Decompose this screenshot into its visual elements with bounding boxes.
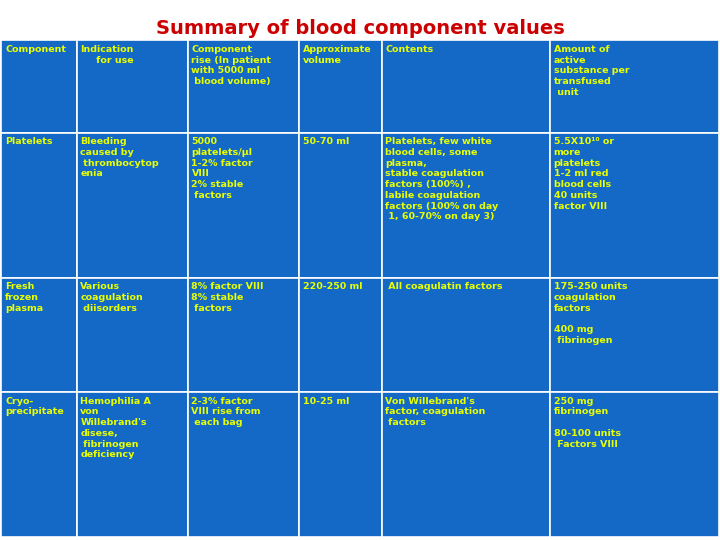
Bar <box>77 278 188 392</box>
Bar <box>188 392 299 537</box>
Bar <box>382 278 550 392</box>
Bar <box>188 278 299 392</box>
Text: 250 mg
fibrinogen

80-100 units
 Factors VIII: 250 mg fibrinogen 80-100 units Factors V… <box>554 396 621 449</box>
Text: Bleeding
caused by
 thrombocytop
enia: Bleeding caused by thrombocytop enia <box>81 137 159 178</box>
Text: Various
coagulation
 diisorders: Various coagulation diisorders <box>81 282 143 313</box>
Text: Approximate
volume: Approximate volume <box>302 45 372 65</box>
Text: Contents: Contents <box>385 45 433 54</box>
Text: Component: Component <box>5 45 66 54</box>
Text: 5.5X10¹⁰ or
more
platelets
1-2 ml red
blood cells
40 units
factor VIII: 5.5X10¹⁰ or more platelets 1-2 ml red bl… <box>554 137 613 211</box>
Text: 10-25 ml: 10-25 ml <box>302 396 349 406</box>
Bar <box>1 278 77 392</box>
Bar <box>299 278 382 392</box>
Text: Indication
     for use: Indication for use <box>81 45 134 65</box>
Text: 220-250 ml: 220-250 ml <box>302 282 362 291</box>
Bar <box>188 40 299 133</box>
Bar <box>382 133 550 278</box>
Bar <box>550 133 719 278</box>
Text: Component
rise (In patient
with 5000 ml
 blood volume): Component rise (In patient with 5000 ml … <box>192 45 271 86</box>
Text: 50-70 ml: 50-70 ml <box>302 137 349 146</box>
Bar <box>1 40 77 133</box>
Bar <box>299 40 382 133</box>
Text: Hemophilia A
von
Willebrand's
disese,
 fibrinogen
deficiency: Hemophilia A von Willebrand's disese, fi… <box>81 396 151 460</box>
Bar <box>77 133 188 278</box>
Bar <box>550 40 719 133</box>
Text: Fresh
frozen
plasma: Fresh frozen plasma <box>5 282 43 313</box>
Bar <box>1 133 77 278</box>
Text: All coagulatin factors: All coagulatin factors <box>385 282 503 291</box>
Text: 8% factor VIII
8% stable
 factors: 8% factor VIII 8% stable factors <box>192 282 264 313</box>
Text: 5000
platelets/μl
1-2% factor
VIII
2% stable
 factors: 5000 platelets/μl 1-2% factor VIII 2% st… <box>192 137 253 200</box>
Text: 2-3% factor
VIII rise from
 each bag: 2-3% factor VIII rise from each bag <box>192 396 261 427</box>
Bar <box>382 40 550 133</box>
Text: Platelets: Platelets <box>5 137 53 146</box>
Bar <box>299 392 382 537</box>
Text: Cryo-
precipitate: Cryo- precipitate <box>5 396 64 416</box>
Text: Von Willebrand's
factor, coagulation
 factors: Von Willebrand's factor, coagulation fac… <box>385 396 485 427</box>
Bar <box>77 392 188 537</box>
Text: Amount of
active
substance per
transfused
 unit: Amount of active substance per transfuse… <box>554 45 629 97</box>
Text: Summary of blood component values: Summary of blood component values <box>156 19 564 38</box>
Text: Platelets, few white
blood cells, some
plasma,
stable coagulation
factors (100%): Platelets, few white blood cells, some p… <box>385 137 498 221</box>
Bar <box>382 392 550 537</box>
Bar <box>550 392 719 537</box>
Bar <box>550 278 719 392</box>
Bar <box>77 40 188 133</box>
Bar <box>188 133 299 278</box>
Text: 175-250 units
coagulation
factors

400 mg
 fibrinogen: 175-250 units coagulation factors 400 mg… <box>554 282 627 345</box>
Bar <box>1 392 77 537</box>
Bar <box>299 133 382 278</box>
